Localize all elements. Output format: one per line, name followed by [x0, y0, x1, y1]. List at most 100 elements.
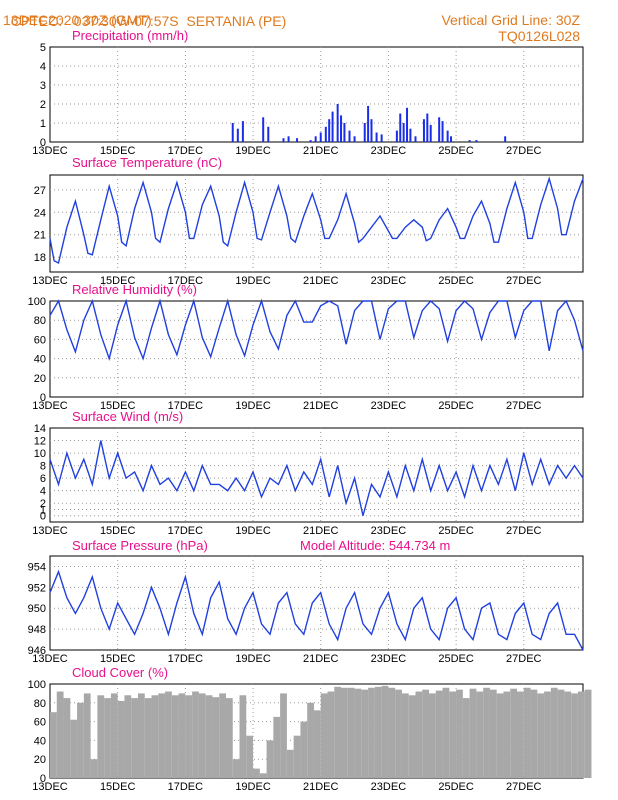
cloud-bar — [584, 689, 592, 778]
x-tick-label: 15DEC — [100, 145, 136, 157]
y-tick-label: 0 — [40, 392, 46, 404]
precip-bar — [336, 104, 339, 142]
x-tick-label: 19DEC — [235, 275, 271, 287]
precip-bar — [314, 136, 317, 142]
header-code: TQ0126L028 — [498, 28, 580, 44]
x-tick-label: 23DEC — [371, 525, 407, 537]
y-tick-label: 14 — [34, 423, 46, 435]
x-tick-label: 13DEC — [32, 400, 68, 412]
x-tick-label: 15DEC — [100, 275, 136, 287]
cloud-bar — [307, 702, 314, 778]
cloud-bar — [192, 691, 199, 778]
cloud-bar — [212, 697, 220, 778]
y-tick-label: 3 — [40, 80, 46, 92]
x-tick-label: 13DEC — [32, 275, 68, 287]
x-tick-label: 19DEC — [235, 400, 271, 412]
cloud-bar — [313, 710, 321, 778]
cloud-bar — [341, 687, 348, 778]
panel-pressure: 946 948 950 952 954 13DEC 15DEC 17DEC 19DEC 21DEC… — [28, 538, 584, 665]
x-tick-label: 25DEC — [438, 275, 474, 287]
precip-bar — [395, 130, 398, 142]
panel-frame — [49, 46, 584, 143]
y-tick-label: 18 — [34, 252, 46, 264]
x-tick-label: 21DEC — [303, 525, 339, 537]
y-tick-label: 952 — [28, 582, 46, 594]
cloud-bar — [70, 719, 78, 778]
cloud-bar — [334, 686, 342, 778]
y-tick-label: 10 — [34, 448, 46, 460]
cloud-bar — [442, 687, 450, 778]
precip-bar — [236, 128, 239, 142]
cloud-bar — [158, 693, 166, 778]
cloud-bar — [198, 693, 206, 778]
cloud-bar — [124, 695, 132, 778]
cloud-bar — [137, 693, 145, 778]
y-tick-label: 8 — [40, 461, 46, 473]
panel-title: Precipitation (mm/h) — [72, 28, 188, 43]
precip-bar — [468, 140, 471, 142]
y-tick-label: 60 — [34, 717, 46, 729]
cloud-bar — [503, 691, 511, 778]
cloud-bar — [401, 693, 409, 778]
x-tick-label: 13DEC — [32, 653, 68, 665]
cloud-bar — [388, 687, 396, 778]
panel-title: Relative Humidity (%) — [72, 282, 197, 297]
temp-line — [49, 176, 584, 265]
cloud-bar — [395, 689, 402, 778]
x-tick-label: 27DEC — [506, 525, 542, 537]
cloud-bar — [530, 689, 538, 778]
x-tick-label: 13DEC — [32, 781, 68, 793]
cloud-bar — [50, 712, 57, 778]
x-tick-label: 23DEC — [371, 781, 407, 793]
precip-bar — [309, 140, 312, 142]
precip-bar — [438, 117, 441, 142]
cloud-bar — [225, 698, 233, 778]
cloud-bar — [510, 688, 518, 778]
cloud-bar — [381, 685, 389, 778]
cloud-bar — [144, 698, 152, 778]
cloud-bar — [266, 740, 274, 778]
x-tick-label: 17DEC — [168, 145, 204, 157]
x-tick-label: 17DEC — [168, 400, 204, 412]
cloud-bar — [435, 690, 443, 778]
y-tick-label: 1 — [40, 504, 46, 516]
panel-title: Surface Temperature (nC) — [72, 155, 222, 170]
y-tick-label: 24 — [34, 207, 46, 219]
y-tick-label: 40 — [34, 735, 46, 747]
cloud-bar — [368, 687, 375, 778]
cloud-bar — [320, 693, 328, 778]
cloud-bar — [577, 691, 585, 778]
cloud-bar — [239, 695, 247, 778]
precip-bar — [282, 138, 285, 142]
cloud-bar — [489, 689, 497, 778]
precip-bar — [406, 107, 409, 142]
x-tick-label: 17DEC — [168, 653, 204, 665]
x-tick-label: 17DEC — [168, 275, 204, 287]
cloud-bar — [327, 691, 335, 778]
x-tick-label: 25DEC — [438, 781, 474, 793]
precip-bar — [402, 123, 405, 142]
y-tick-label: 2 — [40, 498, 46, 510]
cloud-bar — [273, 716, 281, 778]
x-tick-label: 15DEC — [100, 653, 136, 665]
x-tick-label: 13DEC — [32, 145, 68, 157]
cloud-bar — [422, 689, 430, 778]
precip-bar — [340, 115, 343, 142]
precip-bar — [343, 123, 346, 142]
y-tick-label: 100 — [28, 296, 46, 308]
cloud-bar — [544, 691, 551, 778]
x-tick-label: 15DEC — [100, 525, 136, 537]
cloud-bar — [165, 691, 172, 778]
header-source: CPTEC: — [10, 13, 63, 29]
cloud-bar — [117, 700, 125, 778]
x-tick-label: 27DEC — [506, 400, 542, 412]
header-grid-note: Vertical Grid Line: 30Z — [441, 12, 580, 28]
x-tick-label: 27DEC — [506, 781, 542, 793]
cloud-bar — [564, 691, 572, 778]
x-tick-label: 21DEC — [303, 781, 339, 793]
cloud-bar — [483, 687, 490, 778]
y-tick-label: 4 — [40, 61, 46, 73]
header-line-1: CPTEC: 037:30W-07:57S SERTANIA (PE) — [3, 0, 286, 29]
